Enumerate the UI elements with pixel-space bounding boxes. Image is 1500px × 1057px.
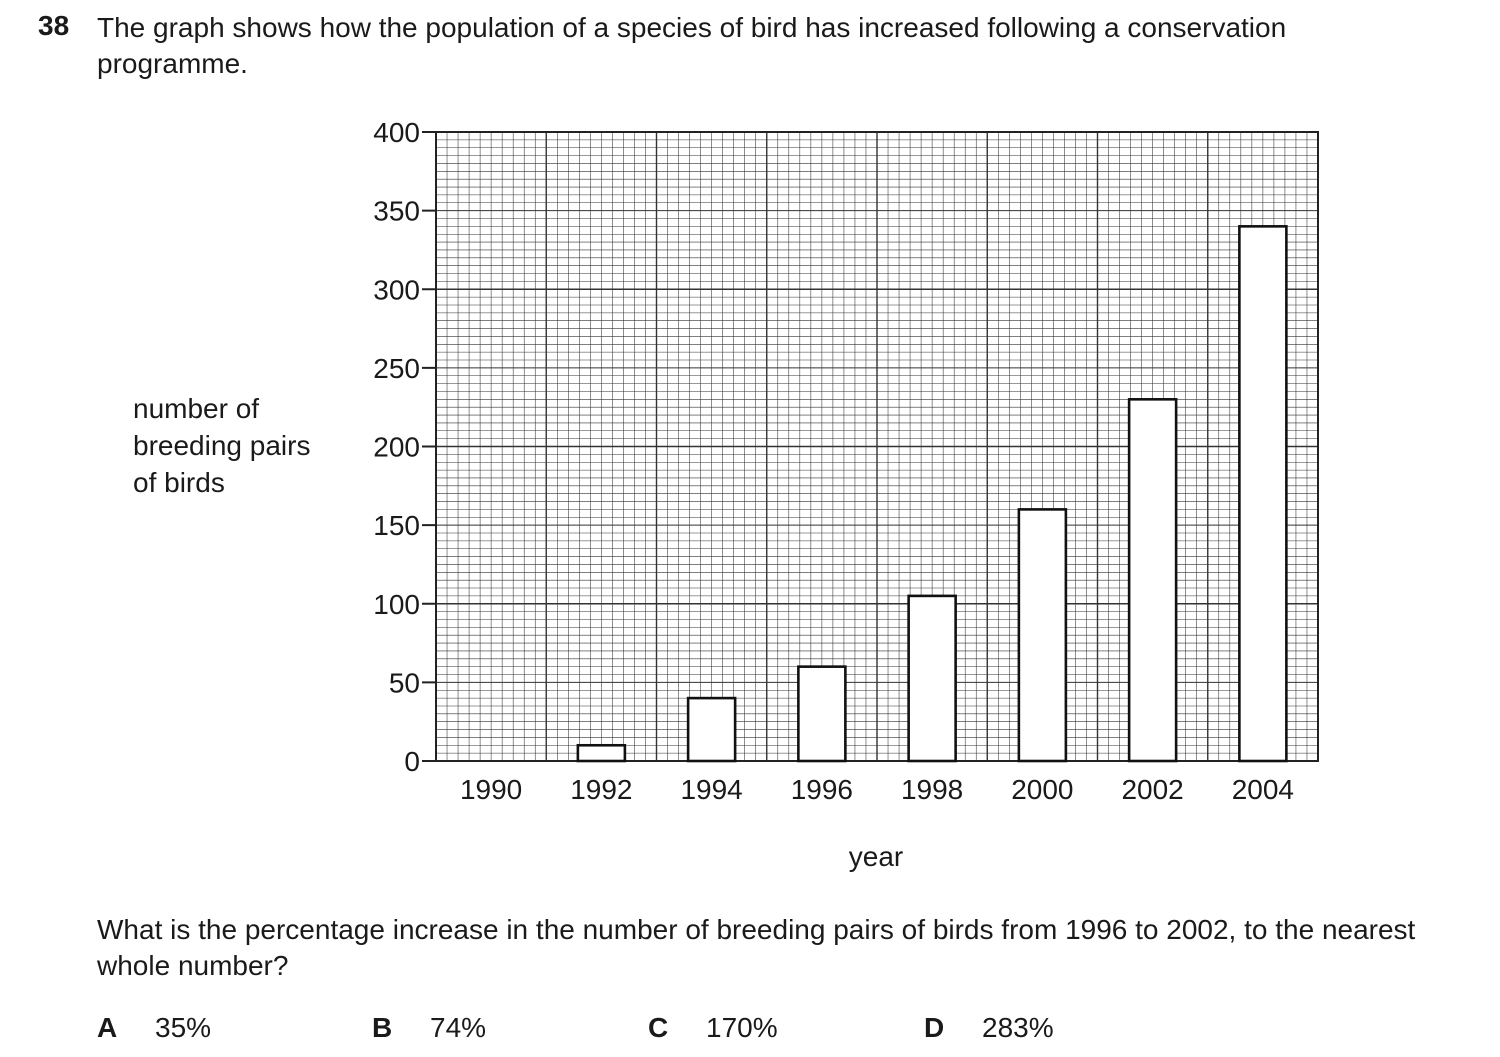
x-axis-title: year xyxy=(849,841,903,872)
option-c-text: 170% xyxy=(706,1012,778,1043)
option-d-text: 283% xyxy=(982,1012,1054,1043)
x-axis: 1990 1992 1994 1996 1998 2000 2002 2004 xyxy=(460,774,1294,805)
option-c-letter: C xyxy=(648,1012,669,1043)
bar-1994 xyxy=(686,696,737,763)
bar-2004 xyxy=(1238,225,1288,763)
question-number: 38 xyxy=(38,10,70,41)
option-c[interactable]: C 170% xyxy=(648,1012,778,1044)
x-tick-label-1992: 1992 xyxy=(570,774,632,805)
bar-1998 xyxy=(907,594,957,763)
y-tick-label-150: 150 xyxy=(373,510,420,541)
option-a-letter: A xyxy=(97,1012,118,1043)
x-tick-label-1996: 1996 xyxy=(791,774,853,805)
sub-question-text: What is the percentage increase in the n… xyxy=(97,914,1416,981)
option-b-letter: B xyxy=(372,1012,393,1043)
y-axis-label-line-3: of birds xyxy=(133,467,225,498)
bar-1992 xyxy=(576,743,627,763)
y-tick-label-250: 250 xyxy=(373,353,420,384)
option-d-letter: D xyxy=(924,1012,945,1043)
x-tick-label-1994: 1994 xyxy=(680,774,742,805)
option-b-text: 74% xyxy=(430,1012,487,1043)
x-tick-label-1990: 1990 xyxy=(460,774,522,805)
y-tick-label-350: 350 xyxy=(373,196,420,227)
y-tick-label-200: 200 xyxy=(373,432,420,463)
bars xyxy=(576,225,1288,763)
option-a[interactable]: A 35% xyxy=(97,1012,211,1044)
y-axis-label-line-1: number of xyxy=(133,393,260,424)
bar-1996 xyxy=(797,665,847,763)
option-a-text: 35% xyxy=(155,1012,212,1043)
y-tick-label-50: 50 xyxy=(389,667,420,698)
x-tick-label-2002: 2002 xyxy=(1121,774,1183,805)
y-tick-label-400: 400 xyxy=(373,117,420,148)
grid xyxy=(435,131,1319,762)
y-axis-label: number of breeding pairs of birds xyxy=(133,390,310,501)
x-tick-label-2004: 2004 xyxy=(1232,774,1294,805)
y-axis-label-line-2: breeding pairs xyxy=(133,430,311,461)
y-axis: 0 50 100 150 200 250 300 350 400 xyxy=(373,117,436,777)
x-tick-label-2000: 2000 xyxy=(1011,774,1073,805)
question-text: The graph shows how the population of a … xyxy=(97,12,1287,79)
option-b[interactable]: B 74% xyxy=(372,1012,486,1044)
option-d[interactable]: D 283% xyxy=(924,1012,1054,1044)
x-tick-label-1998: 1998 xyxy=(901,774,963,805)
y-tick-label-100: 100 xyxy=(373,589,420,620)
bar-2000 xyxy=(1017,508,1068,763)
y-tick-label-0: 0 xyxy=(404,746,420,777)
bar-2002 xyxy=(1127,398,1178,763)
y-tick-label-300: 300 xyxy=(373,274,420,305)
